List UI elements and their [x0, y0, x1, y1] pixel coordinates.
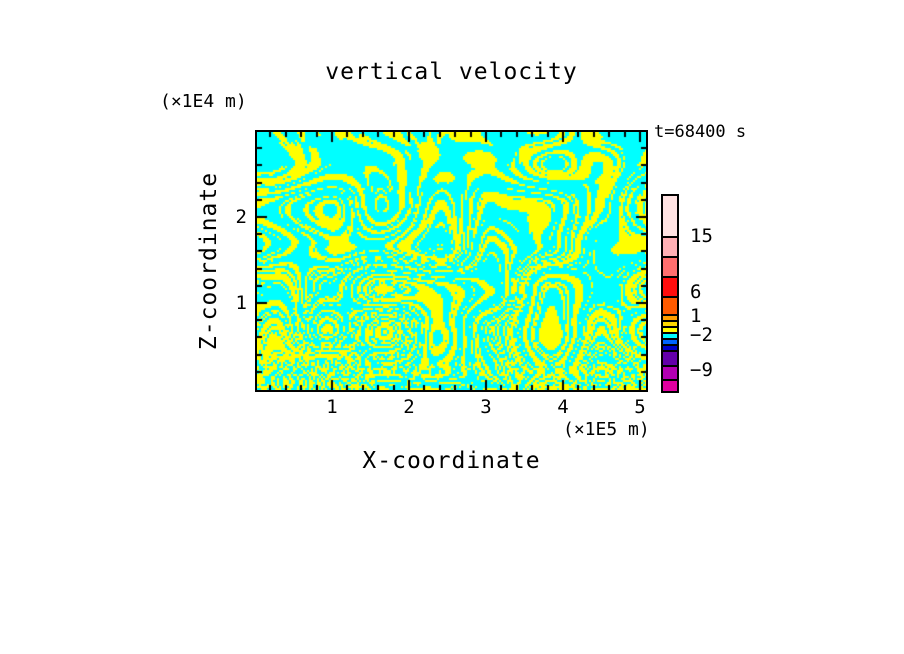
colorbar-segment: [663, 365, 677, 379]
heatmap-canvas: [257, 132, 646, 390]
x-tick-label-2: 2: [403, 396, 415, 418]
y-axis-units: (×1E4 m): [160, 91, 247, 112]
colorbar-segment: [663, 332, 677, 338]
x-tick-label-4: 4: [557, 396, 569, 418]
colorbar-segment: [663, 256, 677, 276]
colorbar-segment: [663, 379, 677, 391]
colorbar-segment: [663, 296, 677, 314]
colorbar-label-15: 15: [690, 225, 713, 247]
colorbar-segment: [663, 276, 677, 296]
colorbar-segment: [663, 314, 677, 320]
x-tick-label-3: 3: [480, 396, 492, 418]
z-axis-label: Z-coordinate: [196, 171, 222, 351]
y-tick-label-2: 2: [235, 206, 247, 228]
x-axis-units: (×1E5 m): [563, 419, 650, 440]
colorbar-segment: [663, 344, 677, 350]
colorbar-segment: [663, 338, 677, 344]
colorbar-label-6: 6: [690, 281, 702, 303]
colorbar: [661, 194, 679, 393]
colorbar-label-neg9: −9: [690, 359, 713, 381]
x-tick-label-5: 5: [634, 396, 646, 418]
colorbar-label-1: 1: [690, 305, 702, 327]
colorbar-segment: [663, 320, 677, 326]
colorbar-segment: [663, 350, 677, 365]
colorbar-segment: [663, 326, 677, 332]
colorbar-segment: [663, 196, 677, 236]
plot-title: vertical velocity: [325, 59, 578, 85]
x-axis-label: X-coordinate: [362, 448, 541, 474]
colorbar-label-neg2: −2: [690, 324, 713, 346]
x-tick-label-1: 1: [326, 396, 338, 418]
time-label: t=68400 s: [654, 122, 747, 142]
colorbar-segment: [663, 236, 677, 256]
plot-area: [255, 130, 648, 392]
y-tick-label-1: 1: [235, 292, 247, 314]
